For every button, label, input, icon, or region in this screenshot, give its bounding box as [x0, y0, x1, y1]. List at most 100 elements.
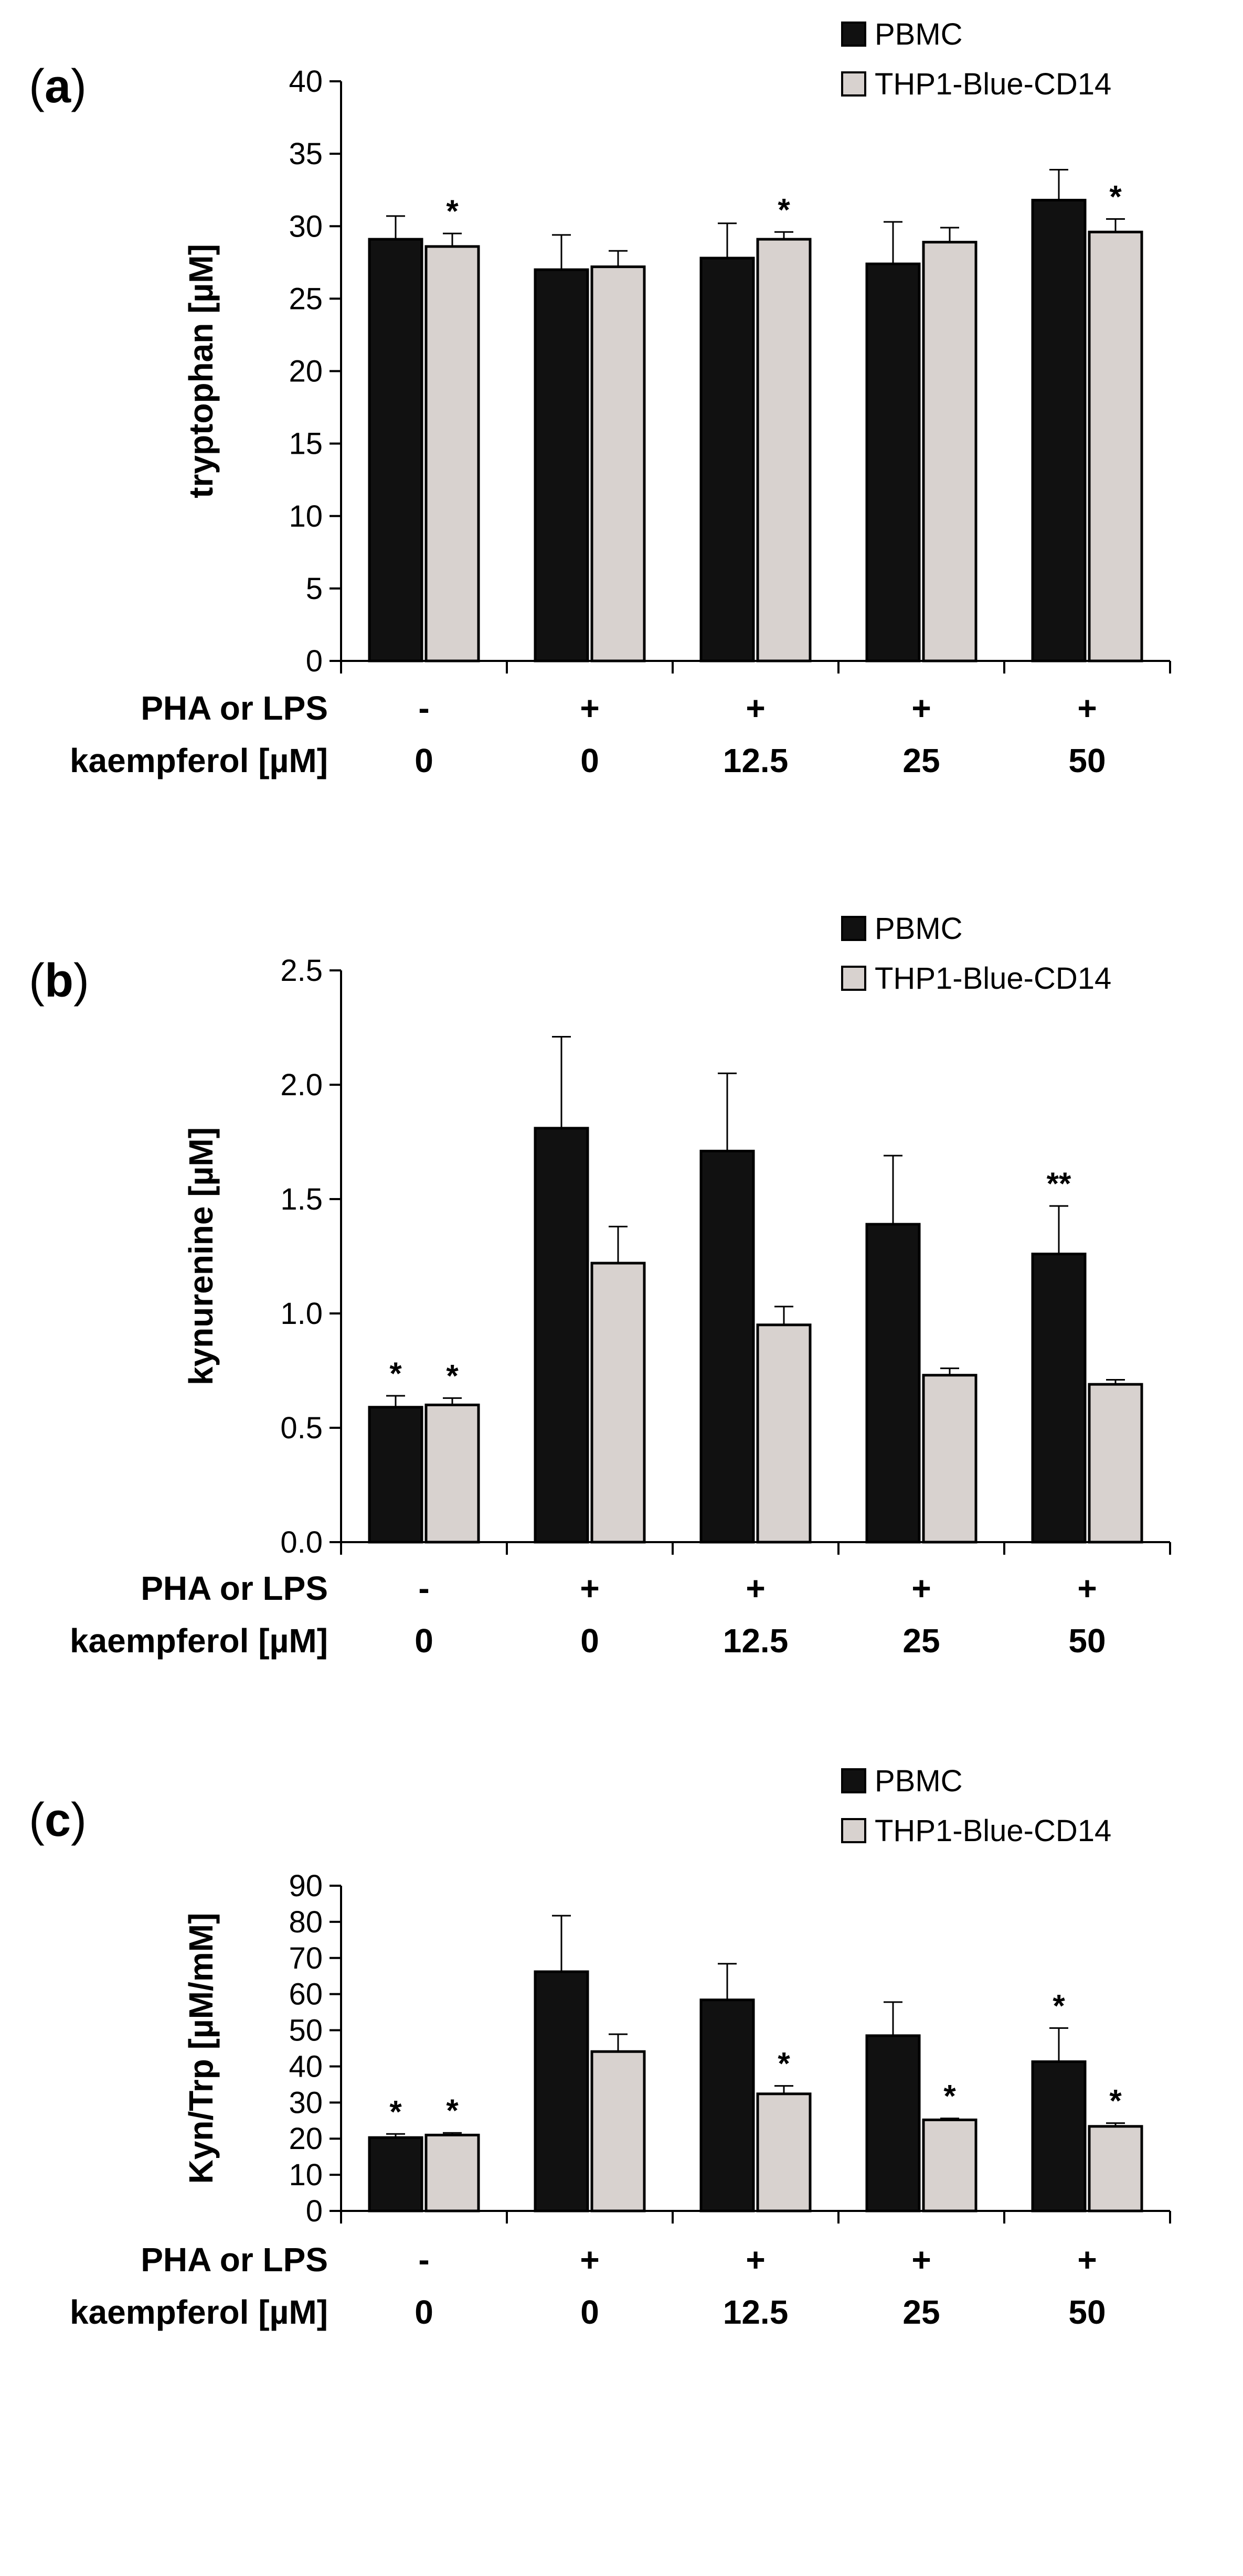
bar-thp1-0 [424, 245, 480, 662]
y-tick-label: 2.5 [280, 954, 323, 988]
panel-label: (c) [29, 1794, 87, 1846]
y-tick-label: 20 [289, 355, 323, 389]
x-stimulus-label: - [418, 689, 429, 727]
bar-thp1-3 [922, 241, 978, 662]
x-category-label: 0 [415, 1622, 433, 1660]
x-row-label-stimulus: PHA or LPS [141, 689, 328, 727]
x-category-label: 0 [415, 2293, 433, 2331]
bar-thp1-0 [424, 1403, 480, 1544]
y-tick-label: 2.0 [280, 1068, 323, 1102]
y-tick-label: 0 [306, 2194, 323, 2228]
bar-pbmc-3 [865, 2034, 921, 2212]
significance-marker: * [1109, 2083, 1122, 2119]
x-category-label: 12.5 [723, 742, 789, 779]
y-tick-label: 0 [306, 644, 323, 678]
x-category-label: 25 [902, 2293, 940, 2331]
bar-thp1-3 [922, 2118, 978, 2212]
x-row-label-kaempferol: kaempferol [µM] [70, 742, 328, 779]
bar-pbmc-3 [865, 262, 921, 662]
bar-thp1-1 [590, 1262, 646, 1544]
y-tick-label: 20 [289, 2122, 323, 2156]
x-stimulus-label: + [1077, 1569, 1097, 1607]
panel-label-close: ) [73, 955, 89, 1007]
panel-label-open: ( [29, 1794, 45, 1846]
legend-swatch-thp1 [841, 966, 866, 991]
y-tick-label: 80 [289, 1905, 323, 1939]
y-tick-label: 15 [289, 427, 323, 461]
x-row-label-stimulus: PHA or LPS [141, 2241, 328, 2279]
bar-pbmc-0 [368, 2136, 423, 2212]
panel-label-open: ( [29, 60, 45, 113]
x-row-label-stimulus: PHA or LPS [141, 1569, 328, 1607]
x-row-label-kaempferol: kaempferol [µM] [70, 1622, 328, 1660]
y-tick-label: 10 [289, 2158, 323, 2192]
panel-label: (a) [29, 60, 87, 113]
y-axis-label: kynurenine [µM] [182, 1127, 220, 1385]
significance-marker: * [778, 192, 790, 227]
bar-thp1-2 [756, 2092, 812, 2212]
legend-label-pbmc: PBMC [875, 912, 963, 946]
y-tick-label: 30 [289, 2086, 323, 2120]
bar-thp1-1 [590, 2050, 646, 2212]
x-category-label: 0 [580, 1622, 599, 1660]
panel-label-open: ( [29, 955, 45, 1007]
bar-pbmc-0 [368, 1406, 423, 1544]
x-stimulus-label: + [580, 1569, 599, 1607]
legend-swatch-pbmc [841, 916, 866, 941]
bar-pbmc-2 [699, 1998, 755, 2212]
x-category-label: 0 [580, 742, 599, 779]
bar-thp1-2 [756, 1323, 812, 1544]
panel-label-letter: c [45, 1794, 71, 1846]
bar-thp1-4 [1088, 230, 1143, 662]
x-category-label: 12.5 [723, 2293, 789, 2331]
significance-marker: * [446, 1358, 459, 1393]
panel-label-letter: b [45, 955, 73, 1007]
x-stimulus-label: + [1077, 2241, 1097, 2279]
y-tick-label: 60 [289, 1978, 323, 2012]
chart-panel-a: (a) 0 5 10 15 20 25 30 35 40 tryptophan [µM] * * * PHA… [29, 17, 1171, 779]
x-category-label: 25 [902, 1622, 940, 1660]
y-tick-label: 0.0 [280, 1525, 323, 1559]
bar-pbmc-2 [699, 256, 755, 662]
x-stimulus-label: + [911, 1569, 931, 1607]
x-stimulus-label: - [418, 1569, 429, 1607]
y-tick-label: 1.0 [280, 1297, 323, 1331]
bar-pbmc-4 [1031, 199, 1087, 662]
bar-thp1-4 [1088, 1383, 1143, 1544]
significance-marker: * [943, 2079, 956, 2114]
bar-pbmc-0 [368, 238, 423, 662]
bar-pbmc-1 [534, 268, 589, 662]
x-category-label: 25 [902, 742, 940, 779]
panel-label-letter: a [45, 60, 71, 113]
x-stimulus-label: - [418, 2241, 429, 2279]
y-tick-label: 70 [289, 1941, 323, 1975]
x-category-label: 50 [1068, 742, 1106, 779]
x-stimulus-label: + [746, 1569, 765, 1607]
x-category-label: 0 [580, 2293, 599, 2331]
legend-label-pbmc: PBMC [875, 1764, 963, 1798]
x-stimulus-label: + [746, 689, 765, 727]
legend-label-pbmc: PBMC [875, 17, 963, 51]
significance-marker: * [446, 194, 459, 229]
x-category-label: 12.5 [723, 1622, 789, 1660]
y-tick-label: 10 [289, 499, 323, 533]
x-category-label: 50 [1068, 2293, 1106, 2331]
bar-thp1-4 [1088, 2125, 1143, 2212]
y-tick-label: 25 [289, 282, 323, 316]
x-stimulus-label: + [580, 2241, 599, 2279]
legend-swatch-thp1 [841, 71, 866, 97]
bar-pbmc-2 [699, 1149, 755, 1544]
bar-pbmc-1 [534, 1970, 589, 2212]
y-tick-label: 1.5 [280, 1182, 323, 1216]
legend-label-thp1: THP1-Blue-CD14 [875, 67, 1111, 101]
x-row-label-kaempferol: kaempferol [µM] [70, 2293, 328, 2331]
legend-swatch-pbmc [841, 22, 866, 47]
significance-marker: * [1053, 1988, 1065, 2023]
significance-marker: ** [1047, 1166, 1071, 1201]
bar-pbmc-4 [1031, 1253, 1087, 1544]
x-stimulus-label: + [911, 689, 931, 727]
x-category-label: 0 [415, 742, 433, 779]
bar-pbmc-4 [1031, 2060, 1087, 2212]
